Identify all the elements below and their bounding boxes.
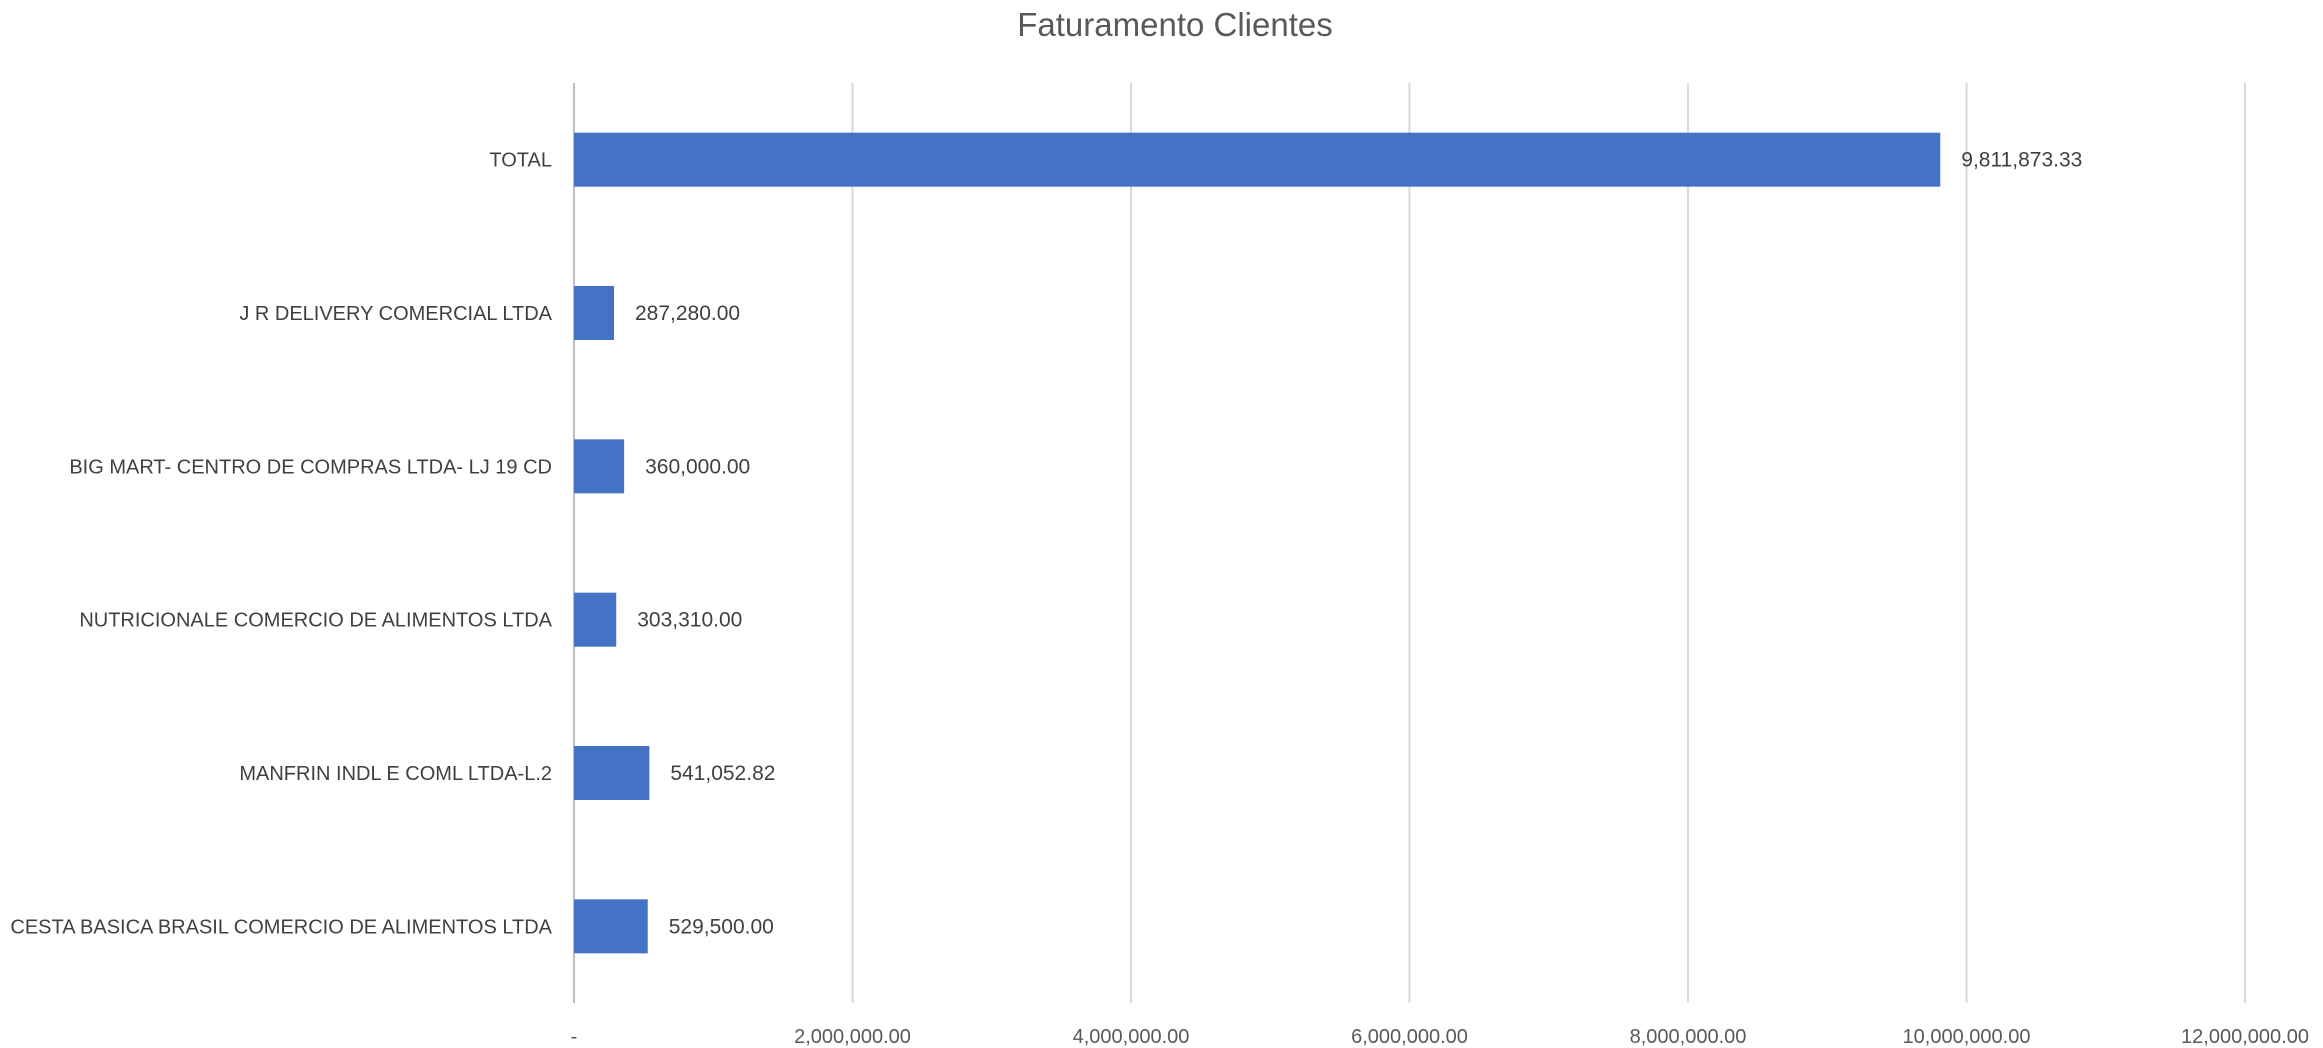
x-tick-label: 10,000,000.00: [1903, 1026, 2031, 1048]
gridlines: [573, 83, 2246, 1003]
x-tick-label: 4,000,000.00: [1073, 1026, 1190, 1048]
category-label: J R DELIVERY COMERCIAL LTDA: [239, 303, 552, 325]
category-label: BIG MART- CENTRO DE COMPRAS LTDA- LJ 19 …: [69, 456, 552, 478]
x-tick-label: 12,000,000.00: [2181, 1026, 2309, 1048]
bar: [574, 132, 1941, 187]
category-label: TOTAL: [489, 150, 552, 172]
bar: [574, 899, 648, 954]
x-tick-label: 6,000,000.00: [1351, 1026, 1468, 1048]
bars: [574, 132, 1941, 954]
x-tick-label: 2,000,000.00: [794, 1026, 911, 1048]
category-label: MANFRIN INDL E COML LTDA-L.2: [239, 763, 552, 785]
data-label: 287,280.00: [635, 302, 740, 325]
data-label: 541,052.82: [670, 762, 775, 785]
x-axis-tick-labels: - 2,000,000.00 4,000,000.00 6,000,000.00 8,0…: [571, 1026, 2309, 1048]
category-label: CESTA BASICA BRASIL COMERCIO DE ALIMENTO…: [10, 916, 552, 938]
bar: [574, 746, 650, 800]
data-label: 9,811,873.33: [1961, 149, 2082, 172]
chart-title: Faturamento Clientes: [1017, 6, 1333, 43]
data-label: 529,500.00: [669, 915, 774, 938]
data-label: 360,000.00: [645, 455, 750, 478]
bar: [574, 286, 615, 340]
category-labels: TOTAL J R DELIVERY COMERCIAL LTDA BIG MART…: [10, 150, 552, 939]
data-labels: 9,811,873.33 287,280.00 360,000.00 303,310.…: [635, 149, 2082, 939]
x-tick-label: -: [571, 1026, 578, 1048]
data-label: 303,310.00: [637, 609, 742, 632]
bar: [574, 439, 625, 494]
bar: [574, 592, 617, 647]
category-label: NUTRICIONALE COMERCIO DE ALIMENTOS LTDA: [79, 610, 552, 632]
x-tick-label: 8,000,000.00: [1630, 1026, 1747, 1048]
